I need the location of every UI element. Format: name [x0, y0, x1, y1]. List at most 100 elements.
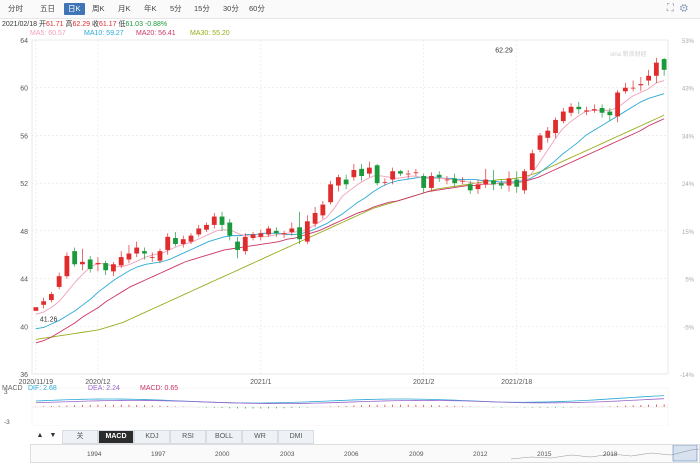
ma10-line [35, 93, 665, 330]
candle-body [483, 179, 489, 185]
candle-body [250, 234, 256, 239]
price-annotation: 62.29 [495, 47, 513, 54]
candle-body [545, 130, 551, 138]
candle-body [366, 167, 372, 174]
candle-body [33, 307, 39, 311]
macd-y-tick: -3 [4, 419, 10, 426]
tab-kdj[interactable]: KDJ [134, 430, 170, 444]
candle-body [149, 257, 155, 258]
tab-dmi[interactable]: DMI [278, 430, 314, 444]
price-annotation: 41.26 [40, 316, 58, 323]
timeline-year: 2003 [280, 451, 295, 458]
candle-body [157, 251, 163, 261]
tab-boll[interactable]: BOLL [206, 430, 242, 444]
tab-60min[interactable]: 60分 [249, 4, 265, 13]
candle-body [638, 84, 644, 86]
candle-body [72, 251, 78, 265]
candle-body [607, 111, 613, 116]
tab-month-k[interactable]: 月K [118, 4, 131, 13]
y-tick-label: 64 [20, 38, 28, 45]
candle-body [204, 224, 209, 230]
tab-macd[interactable]: MACD [98, 430, 134, 444]
timeline-year: 2009 [409, 451, 424, 458]
kline-chart[interactable]: 64 53% 60 43% 56 34% 52 24% 48 15% 44 5% 40 -5% 36 -14%… [0, 36, 700, 426]
candle-body [118, 257, 124, 266]
tab-15min[interactable]: 15分 [194, 4, 210, 13]
candle-body [304, 221, 310, 242]
candle-body [320, 204, 326, 216]
ma30-legend: MA30: 55.20 [190, 30, 230, 37]
candle-body [630, 87, 636, 89]
tab-day-k[interactable]: 日K [64, 3, 85, 15]
timeline-year: 2000 [215, 451, 230, 458]
pct-tick-label: 53% [682, 39, 695, 45]
candle-body [142, 251, 147, 254]
candle-body [599, 107, 605, 113]
timeline-year: 1994 [87, 451, 102, 458]
candle-body [405, 173, 411, 175]
candle-body [506, 178, 512, 186]
candle-body [211, 216, 217, 225]
tab-year-k[interactable]: 年K [144, 4, 157, 13]
candle-body [560, 111, 566, 122]
candle-body [281, 233, 287, 235]
candle-body [529, 153, 535, 171]
timeline-sparkline [510, 445, 699, 462]
candle-body [467, 184, 473, 191]
timeline-navigator[interactable]: 1994 1997 2000 2003 2006 2009 2012 2015 … [30, 444, 700, 463]
candle-body [653, 62, 659, 76]
candle-body [646, 75, 652, 81]
y-tick-label: 44 [20, 277, 28, 284]
tab-5min[interactable]: 5分 [170, 4, 182, 13]
next-indicator-icon[interactable]: ▼ [49, 432, 57, 439]
candle-body [56, 276, 62, 287]
candle-body [48, 294, 54, 301]
pct-tick-label: 15% [682, 230, 695, 236]
tab-indicator-off[interactable]: 关 [62, 430, 98, 444]
candle-body [235, 241, 240, 250]
watermark-logo: sina 新浪财经 [610, 50, 647, 58]
pct-tick-label: 34% [682, 134, 695, 140]
tab-wr[interactable]: WR [242, 430, 278, 444]
quote-info: 2021/02/18 开61.71 高62.29 收61.17 低61.03 -… [2, 21, 168, 28]
candle-body [297, 227, 302, 240]
tab-fenshi[interactable]: 分时 [8, 4, 23, 13]
y-tick-label: 48 [20, 229, 28, 236]
tab-week-k[interactable]: 周K [92, 4, 105, 13]
candle-body [126, 253, 132, 260]
candle-body [421, 175, 427, 188]
candle-body [537, 135, 543, 150]
candle-body [219, 216, 225, 225]
candle-body [475, 184, 481, 190]
ma10-legend: MA10: 59.27 [84, 30, 124, 37]
tab-30min[interactable]: 30分 [223, 4, 239, 13]
candle-body [413, 172, 419, 174]
candle-body [242, 236, 248, 252]
macd-dif-line [35, 395, 665, 404]
prev-indicator-icon[interactable]: ▲ [36, 432, 44, 439]
candle-body [576, 106, 582, 110]
tab-rsi[interactable]: RSI [170, 430, 206, 444]
candle-body [80, 261, 85, 265]
candle-body [661, 59, 667, 70]
candle-body [165, 236, 171, 250]
y-tick-label: 60 [20, 86, 28, 93]
settings-icon[interactable]: ⚙ [679, 3, 694, 14]
candle-body [522, 171, 527, 191]
candle-body [498, 183, 504, 186]
quote-low: 61.17 [98, 21, 117, 28]
macd-title: MACD [2, 385, 23, 392]
x-tick-label: 2021/2 [413, 379, 435, 386]
tab-5day[interactable]: 五日 [40, 4, 55, 13]
expand-icon[interactable]: ⛶ [666, 3, 680, 14]
ma30-line [35, 114, 665, 340]
timeline-year: 2012 [473, 451, 488, 458]
candle-body [134, 247, 140, 254]
candle-body [436, 174, 442, 178]
x-tick-label: 2020/11/19 [19, 379, 54, 386]
candle-body [460, 180, 465, 182]
candle-body [452, 178, 458, 184]
quote-high: 62.29 [72, 21, 91, 28]
timeline-year: 2006 [344, 451, 359, 458]
macd-dea-line [35, 398, 665, 404]
